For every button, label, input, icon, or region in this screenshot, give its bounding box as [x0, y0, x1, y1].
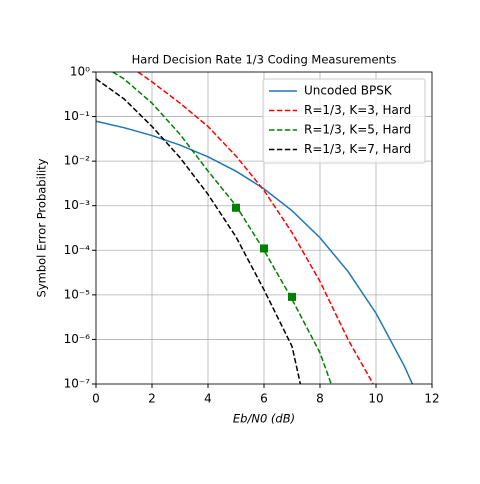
legend-box: [262, 78, 426, 164]
x-tick-label: 12: [424, 392, 439, 406]
plot-frame: [95, 71, 433, 385]
legend-label: Uncoded BPSK: [304, 84, 393, 98]
legend-label: R=1/3, K=3, Hard: [304, 103, 411, 117]
x-tick-label: 10: [368, 392, 383, 406]
y-tick-label: 10⁻¹: [64, 109, 91, 123]
x-tick-label: 0: [92, 392, 100, 406]
x-tick-label: 8: [316, 392, 324, 406]
chart-title: Hard Decision Rate 1/3 Coding Measuremen…: [132, 53, 397, 67]
series-line: [96, 78, 302, 384]
series-line: [112, 72, 332, 384]
y-tick-label: 10⁻³: [64, 198, 91, 212]
y-tick-label: 10⁻⁴: [64, 243, 91, 257]
y-tick-label: 10⁻²: [64, 154, 91, 168]
y-tick-label: 10⁰: [70, 65, 90, 79]
y-tick-label: 10⁻⁷: [64, 377, 91, 391]
marker: [232, 203, 240, 212]
marker: [260, 244, 268, 253]
legend-label: R=1/3, K=5, Hard: [304, 123, 411, 137]
x-axis-label: Eb/N0 (dB): [233, 412, 295, 426]
x-tick-label: 4: [204, 392, 212, 406]
series-line: [96, 120, 414, 384]
y-tick-label: 10⁻⁶: [64, 332, 91, 346]
x-tick-label: 6: [260, 392, 268, 406]
y-tick-label: 10⁻⁵: [64, 287, 91, 301]
marker: [288, 292, 296, 301]
series-line: [137, 72, 374, 384]
x-tick-label: 2: [148, 392, 156, 406]
plot-area: [96, 72, 414, 384]
y-axis-label: Symbol Error Probability: [35, 158, 49, 297]
legend-label: R=1/3, K=7, Hard: [304, 142, 411, 156]
